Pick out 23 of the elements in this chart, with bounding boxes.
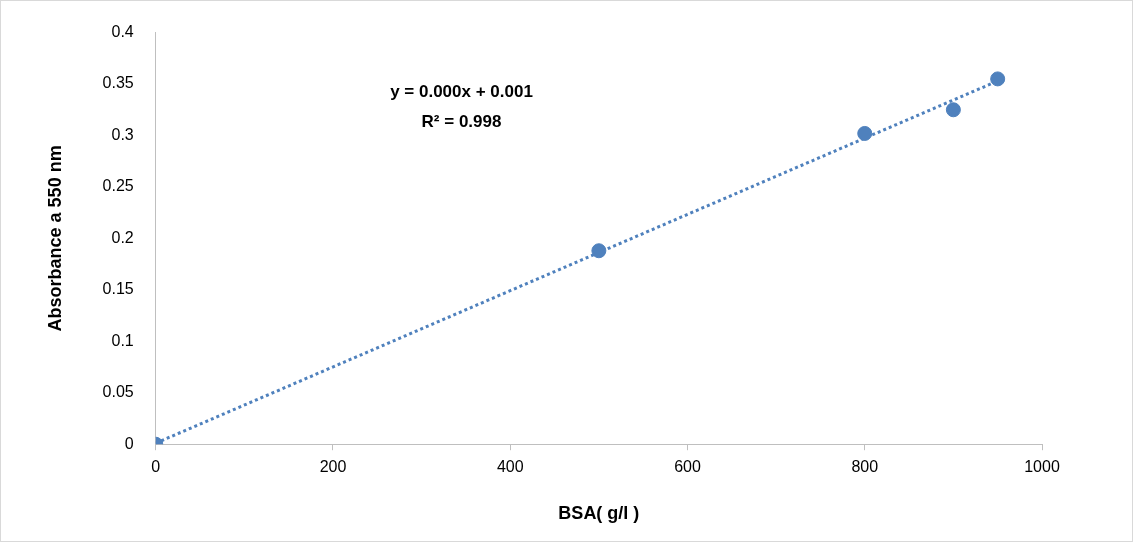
y-axis-title: Absorbance a 550 nm [44, 145, 65, 332]
y-tick-label: 0.25 [102, 177, 134, 195]
x-tick-label: 1000 [1024, 458, 1060, 476]
x-tick-label: 0 [151, 458, 161, 476]
y-tick-label: 0.2 [111, 228, 134, 246]
y-tick-label: 0.35 [102, 74, 134, 92]
y-tick-label: 0.4 [111, 23, 134, 41]
x-tick-label: 400 [496, 458, 524, 476]
x-axis-title: BSA( g/l ) [558, 503, 640, 524]
annotation: R² = 0.998 [421, 112, 502, 132]
y-tick-label: 0.15 [102, 280, 134, 298]
y-tick-label: 0.1 [111, 331, 134, 349]
y-tick-label: 0 [124, 434, 134, 452]
x-tick-label: 800 [851, 458, 879, 476]
point [990, 71, 1006, 87]
point [591, 243, 607, 259]
annotation: y = 0.000x + 0.001 [390, 82, 533, 102]
point [945, 102, 961, 118]
x-tick-label: 200 [319, 458, 347, 476]
y-tick-label: 0.05 [102, 383, 134, 401]
point [857, 125, 873, 141]
x-tick-label: 600 [674, 458, 701, 476]
y-tick-label: 0.3 [111, 125, 134, 143]
